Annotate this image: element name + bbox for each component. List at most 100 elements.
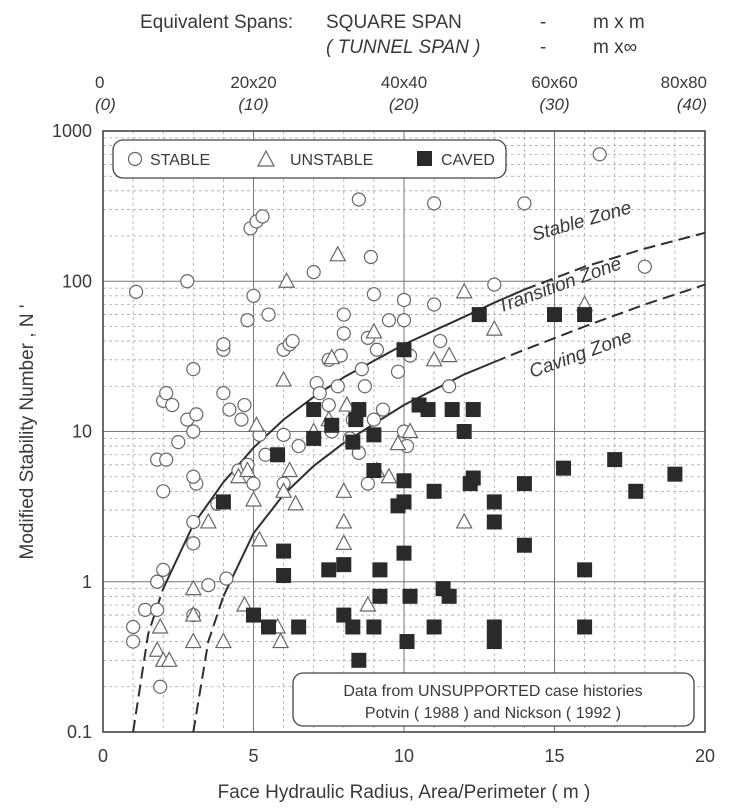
stable-point [276, 427, 291, 442]
source-note-line1: Data from UNSUPPORTED case histories [343, 683, 642, 700]
unstable-point [401, 422, 419, 439]
x-tick-label: 20 [695, 746, 715, 766]
caving-zone-label: Caving Zone [527, 326, 635, 383]
caved-point [276, 543, 292, 559]
legend-stable-label: STABLE [150, 152, 210, 169]
caved-point [306, 402, 322, 418]
x-tick-label: 5 [248, 746, 258, 766]
caved-point [270, 447, 286, 463]
stable-point [186, 536, 201, 551]
stable-point [517, 196, 532, 211]
caved-point [628, 483, 644, 499]
stable-point [360, 476, 375, 491]
caved-point [336, 557, 352, 573]
top-axis-labels: 0 (0) 20x20 (10) 40x40 (20) 60x60 (30) 80x80 (40) [95, 73, 707, 114]
x-tick-label: 15 [544, 746, 564, 766]
source-note-box [292, 672, 695, 727]
unstable-point [199, 512, 217, 529]
stable-point [330, 379, 345, 394]
y-tick-label: 1000 [52, 121, 92, 141]
caved-point [306, 430, 322, 446]
unstable-point [235, 595, 253, 612]
stable-point [427, 297, 442, 312]
top-axis-tunnel-label: (40) [677, 95, 707, 114]
heading-dash-1: - [540, 12, 546, 33]
legend-box [112, 139, 507, 179]
stable-point [433, 333, 448, 349]
unstable-point [275, 370, 293, 387]
caved-point [396, 342, 412, 358]
unstable-point [329, 245, 347, 262]
caved-point [577, 307, 593, 323]
stable-point [159, 452, 174, 467]
unstable-point [184, 605, 202, 622]
unstable-point [275, 482, 293, 498]
top-axis-tunnel-label: (10) [238, 95, 268, 114]
stable-point [237, 397, 252, 413]
boundary-line-stable-transition-upper [524, 231, 706, 291]
stable-point [390, 364, 406, 379]
legend-unstable-marker [257, 149, 275, 167]
unstable-point [214, 632, 232, 649]
caved-point [471, 307, 487, 323]
caved-point [486, 514, 502, 530]
caved-point [399, 634, 415, 650]
unstable-point [359, 595, 377, 612]
caved-point [607, 452, 623, 468]
tunnel-span-units: m x∞ [593, 37, 637, 58]
top-axis-label: 20x20 [230, 73, 276, 92]
stable-point [366, 412, 381, 427]
unstable-point [335, 482, 353, 498]
caved-point [426, 619, 442, 635]
stable-point [255, 209, 270, 224]
caved-point [276, 568, 292, 584]
unstable-point [440, 346, 458, 363]
caved-point [420, 402, 436, 418]
caved-point [465, 402, 481, 418]
caved-point [486, 494, 502, 510]
unstable-point [365, 322, 383, 339]
stable-point [186, 469, 201, 484]
caved-point [336, 607, 352, 623]
top-axis-label: 80x80 [661, 73, 707, 92]
stable-point [150, 574, 165, 589]
stable-point [171, 435, 186, 450]
unstable-point [380, 467, 398, 484]
stable-point [442, 379, 457, 394]
tunnel-span-label: ( TUNNEL SPAN ) [326, 37, 481, 58]
unstable-point [272, 632, 290, 649]
source-note-line2: Potvin ( 1988 ) and Nickson ( 1992 ) [365, 705, 621, 722]
stable-point [246, 476, 261, 491]
stable-point [306, 265, 321, 280]
stable-point [285, 333, 300, 349]
stable-point [219, 571, 234, 586]
caved-point [261, 619, 277, 635]
y-tick-label: 0.1 [67, 722, 92, 742]
caved-point [351, 652, 367, 668]
caved-point [345, 434, 361, 450]
caved-point [556, 460, 572, 476]
top-axis-tunnel-label: (30) [539, 95, 569, 114]
caved-point [246, 607, 261, 623]
stable-point [153, 679, 168, 694]
caved-point [577, 562, 593, 578]
source-note: Data from UNSUPPORTED case histories Pot… [292, 672, 695, 727]
caved-point [486, 619, 502, 635]
unstable-point [335, 534, 353, 550]
unstable-point [323, 348, 341, 365]
stable-point [159, 386, 174, 401]
stable-point [156, 484, 171, 499]
caved-point [486, 634, 502, 650]
stable-zone-label: Stable Zone [530, 197, 634, 245]
legend-stable-marker [127, 151, 143, 167]
caved-point [441, 588, 457, 604]
stable-point [336, 307, 351, 322]
caved-point [215, 494, 231, 510]
top-axis-label: 40x40 [381, 73, 427, 92]
caved-point [456, 424, 472, 439]
stable-point [396, 292, 412, 308]
unstable-point [455, 282, 473, 299]
stable-point [234, 412, 249, 427]
y-axis-title: Modified Stability Number , N ' [17, 305, 38, 560]
stable-point [381, 313, 397, 328]
